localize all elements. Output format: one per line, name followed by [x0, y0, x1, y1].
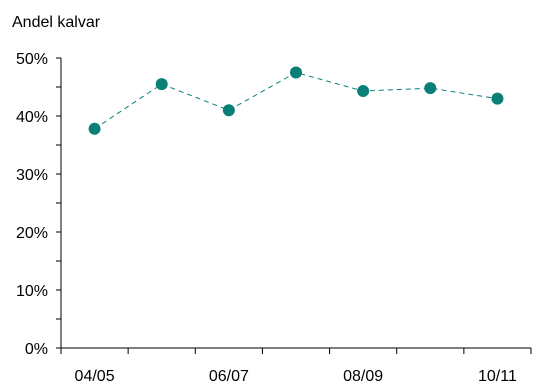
data-point [491, 92, 504, 105]
x-axis-ticks: 04/05 06/07 08/09 10/11 [60, 348, 532, 383]
data-point [155, 78, 168, 91]
series-line [94, 71, 498, 130]
x-tick-label: 06/07 [209, 368, 249, 383]
x-tick-label: 10/11 [478, 368, 517, 383]
y-tick-label: 40% [16, 109, 48, 126]
data-point [424, 82, 437, 95]
y-tick-label: 20% [16, 225, 48, 242]
data-point [88, 122, 101, 135]
data-point [222, 104, 235, 117]
y-axis-ticks: 0% 10% 20% 30% 40% 50% [16, 51, 61, 358]
y-tick-label: 0% [25, 341, 48, 358]
data-series [88, 66, 504, 135]
y-tick-label: 50% [16, 51, 48, 68]
x-tick-label: 08/09 [343, 368, 383, 383]
axes [60, 58, 531, 349]
y-axis-title: Andel kalvar [12, 14, 101, 31]
y-tick-label: 30% [16, 167, 48, 184]
data-point [357, 85, 370, 98]
x-tick-label: 04/05 [75, 368, 115, 383]
data-point [290, 66, 302, 79]
y-tick-label: 10% [16, 283, 48, 300]
